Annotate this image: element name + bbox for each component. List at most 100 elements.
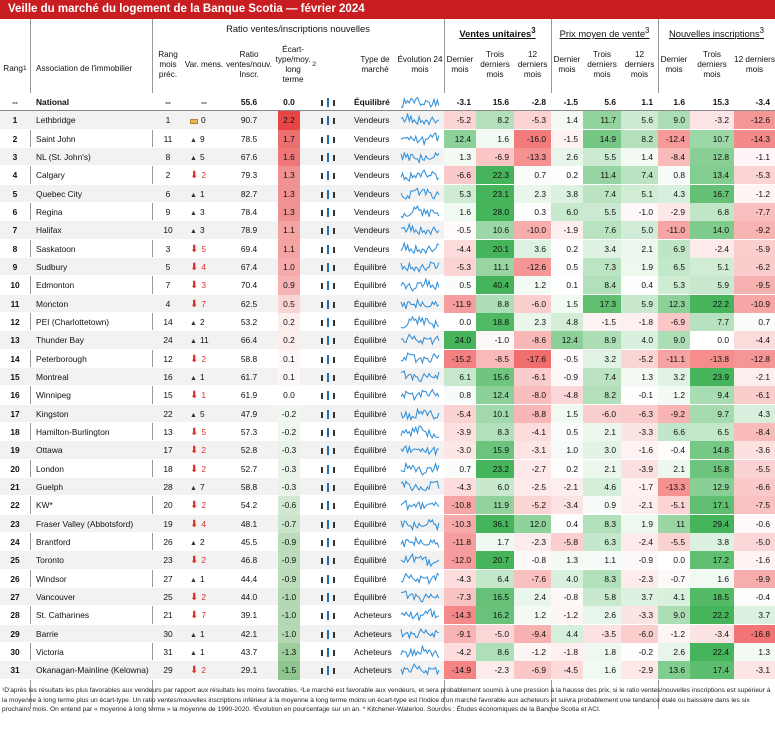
sales-cell: 11.1 xyxy=(476,257,514,276)
header-listings-3m: Trois derniers mois xyxy=(697,50,727,79)
sales-cell: -2.3 xyxy=(476,661,514,680)
table-row: 13 Thunder Bay 24 ▲ 11 66.4 0.2 Équilibré 24.0 -1… xyxy=(0,331,775,350)
sales-cell: -8.8 xyxy=(514,404,551,423)
sales-cell: 3.6 xyxy=(514,239,551,258)
rank-cell: 27 xyxy=(10,591,20,602)
prev-rank-cell: 15 xyxy=(163,390,173,401)
dot-marker xyxy=(327,281,329,291)
listings-cell: -12.4 xyxy=(658,129,690,148)
ratio-cell: 44.4 xyxy=(240,573,258,584)
sd-dot-plot xyxy=(318,189,338,199)
arrow-down-icon: ⬇ xyxy=(190,463,199,475)
sparkline xyxy=(400,241,440,255)
dot-marker xyxy=(321,246,323,253)
dot-marker xyxy=(327,501,329,511)
prev-rank-cell: 8 xyxy=(165,151,171,162)
price-cell: -3.4 xyxy=(551,496,583,515)
header-evolution: Évolution 24 mois xyxy=(397,55,443,74)
dot-marker xyxy=(321,594,323,601)
thumb-up-icon: ▲ xyxy=(190,191,197,199)
change-value: 2 xyxy=(201,591,207,602)
sales-cell: -8.5 xyxy=(476,349,514,368)
association-cell: Montreal xyxy=(36,371,69,382)
listings-cell: 9.0 xyxy=(658,111,690,130)
dot-marker xyxy=(333,393,335,400)
prev-rank-cell: 17 xyxy=(163,445,173,456)
price-cell: 0.9 xyxy=(583,496,621,515)
listings-cell: -1.6 xyxy=(734,551,775,570)
footnotes: ¹D'après les résultats les plus favorabl… xyxy=(2,687,771,713)
change-value: 2 xyxy=(201,353,207,364)
listings-cell: -3.4 xyxy=(690,624,734,643)
change-value: 3 xyxy=(199,206,205,217)
rank-cell: 31 xyxy=(10,665,20,676)
rank-cell: 23 xyxy=(10,518,20,529)
listings-cell: -6.6 xyxy=(734,477,775,496)
sd-dot-plot xyxy=(318,98,338,107)
association-cell: Kingston xyxy=(36,408,69,419)
dot-marker xyxy=(321,649,323,656)
listings-cell: 5.9 xyxy=(690,276,734,295)
header-sales-3m: Trois derniers mois xyxy=(480,50,510,79)
thumb-up-icon: ▲ xyxy=(190,411,197,419)
price-cell: 1.4 xyxy=(621,147,658,166)
sales-cell: 11.9 xyxy=(476,496,514,515)
association-cell: PEI (Charlottetown) xyxy=(36,316,110,327)
prev-rank-cell: 22 xyxy=(163,408,173,419)
arrow-down-icon: ⬇ xyxy=(190,591,199,603)
sd-cell: 1.7 xyxy=(278,129,300,148)
association-cell: Okanagan-Mainline (Kelowna) xyxy=(36,665,149,676)
listings-cell: 1.3 xyxy=(734,642,775,661)
listings-cell: 4.3 xyxy=(658,184,690,203)
price-cell: -0.1 xyxy=(621,386,658,405)
sd-cell: 1.0 xyxy=(278,257,300,277)
sparkline xyxy=(400,96,440,109)
price-cell: 8.2 xyxy=(583,386,621,405)
monthly-change-cell: ▲ 2 xyxy=(184,313,224,331)
price-cell: 3.8 xyxy=(551,184,583,203)
rank-cell: 29 xyxy=(10,628,20,639)
dot-marker xyxy=(333,301,335,308)
market-type-cell: Équilibré xyxy=(354,371,387,382)
rank-cell: 13 xyxy=(10,335,20,346)
sd-dot-plot xyxy=(318,391,338,401)
sales-cell: -5.3 xyxy=(444,257,476,276)
ratio-cell: 78.5 xyxy=(240,133,258,144)
header-prev-rank: Rang mois préc. xyxy=(158,50,178,79)
ratio-cell: 82.7 xyxy=(240,188,258,199)
market-type-cell: Équilibré xyxy=(354,555,387,566)
market-type-cell: Vendeurs xyxy=(354,151,390,162)
ratio-cell: 58.8 xyxy=(240,353,258,364)
market-type-cell: Vendeurs xyxy=(354,115,390,126)
listings-cell: 0.7 xyxy=(734,312,775,331)
sd-dot-plot xyxy=(318,592,338,602)
prev-rank-cell: 3 xyxy=(165,243,171,254)
ratio-cell: 54.2 xyxy=(240,500,258,511)
sd-cell: 2.2 xyxy=(278,111,300,130)
listings-cell: -2.4 xyxy=(690,239,734,258)
arrow-down-icon: ⬇ xyxy=(190,390,199,402)
dot-marker xyxy=(321,154,323,161)
dot-marker xyxy=(333,448,335,455)
ratio-cell: 47.9 xyxy=(240,408,258,419)
sd-dot-plot xyxy=(318,354,338,364)
price-cell: 11.7 xyxy=(583,111,621,130)
sd-cell: -0.3 xyxy=(278,441,300,460)
thumb-up-icon: ▲ xyxy=(190,136,197,144)
table-row: 23 Fraser Valley (Abbotsford) 19 ⬇ 4 48.1 -0.7… xyxy=(0,514,775,533)
dot-marker xyxy=(327,666,329,676)
listings-cell: -0.4 xyxy=(658,441,690,460)
change-value: 1 xyxy=(199,628,205,639)
ratio-cell: 44.0 xyxy=(240,591,258,602)
arrow-down-icon: ⬇ xyxy=(190,500,199,512)
price-cell: -2.1 xyxy=(621,496,658,515)
price-cell: -1.8 xyxy=(621,312,658,331)
market-type-cell: Équilibré xyxy=(354,518,387,529)
rank-cell: 28 xyxy=(10,610,20,621)
ratio-cell: 58.8 xyxy=(240,481,258,492)
change-value: 0 xyxy=(201,115,206,126)
group-listings-title: Nouvelles inscriptions3 xyxy=(668,26,765,40)
ratio-cell: 29.1 xyxy=(240,665,258,676)
sd-cell: -0.7 xyxy=(278,514,300,533)
monthly-change-cell: ⬇ 2 xyxy=(184,588,224,606)
